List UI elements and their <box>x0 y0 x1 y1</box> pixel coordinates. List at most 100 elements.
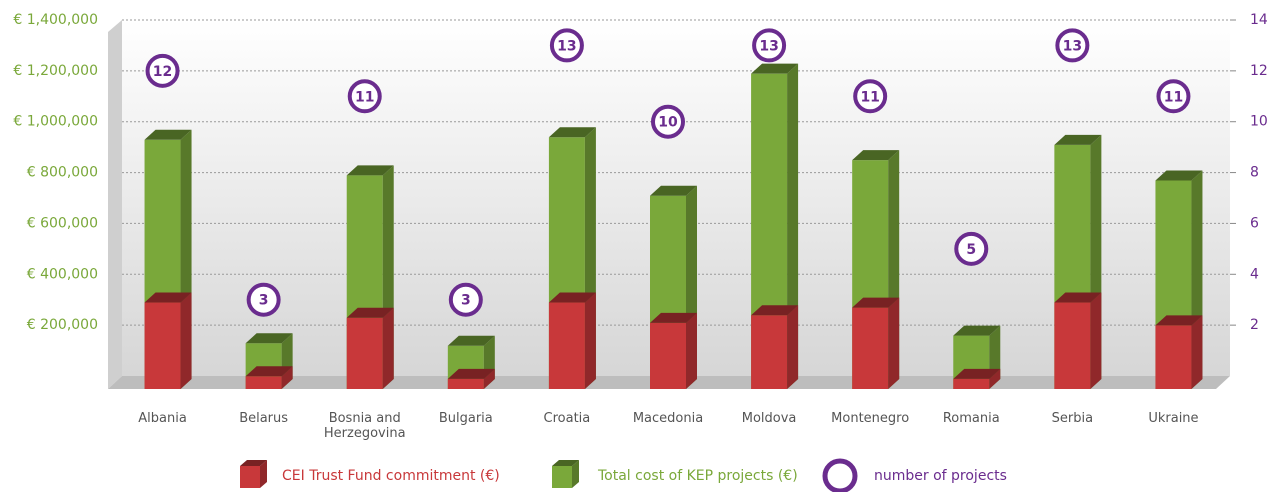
bar-top <box>1054 292 1102 303</box>
project-count-label: 3 <box>461 293 471 309</box>
bar-top <box>953 325 1001 336</box>
project-count-marker <box>1156 79 1191 114</box>
bar-front <box>346 317 383 389</box>
plot-side <box>108 20 122 389</box>
bar-top <box>751 305 799 316</box>
bar-side <box>686 312 697 389</box>
y2-tick-label: 12 <box>1250 63 1268 79</box>
bar-top <box>852 150 900 161</box>
project-count-marker <box>448 282 483 317</box>
bar-top <box>548 127 596 138</box>
project-count-label: 3 <box>259 293 269 309</box>
legend-marker-top <box>552 460 579 466</box>
bar-top <box>144 129 192 140</box>
y-tick-label: € 400,000 <box>27 266 98 282</box>
project-count-marker <box>752 28 787 63</box>
bar-top <box>245 366 293 377</box>
y2-tick-label: 8 <box>1250 165 1259 181</box>
bar-front <box>953 378 990 389</box>
bar <box>548 292 596 389</box>
x-tick-label: Montenegro <box>831 411 910 426</box>
bar-front <box>548 302 585 389</box>
project-count-marker <box>145 53 180 88</box>
bar-top <box>953 368 1001 379</box>
bar-top <box>245 333 293 344</box>
project-count-marker <box>853 79 888 114</box>
x-tick-label: Belarus <box>239 411 289 426</box>
bar-side <box>989 368 1001 389</box>
project-count-label: 10 <box>658 115 678 131</box>
bar-side <box>483 368 495 389</box>
y2-tick-label: 10 <box>1250 114 1268 130</box>
bar-top <box>751 63 799 74</box>
project-count-marker <box>246 282 281 317</box>
x-tick-label: Serbia <box>1051 411 1094 426</box>
bar-top <box>1155 170 1203 181</box>
bar <box>953 368 1001 389</box>
bar <box>852 297 900 389</box>
bar-side <box>888 297 900 389</box>
bar <box>1155 315 1203 389</box>
y2-tick-label: 14 <box>1250 12 1268 28</box>
x-tick-label: Albania <box>138 411 187 426</box>
bar <box>751 305 799 389</box>
bar-top <box>548 292 596 303</box>
legend-marker <box>240 466 260 488</box>
bar-top <box>650 312 697 323</box>
legend-label: Total cost of KEP projects (€) <box>597 468 798 484</box>
x-tick-label: Bulgaria <box>438 411 493 426</box>
bar <box>650 312 697 389</box>
bar-front <box>1155 325 1192 389</box>
bar <box>1054 292 1102 389</box>
y2-tick-label: 4 <box>1250 266 1259 282</box>
bar-side <box>584 292 596 389</box>
y-tick-label: € 1,200,000 <box>13 63 98 79</box>
bar-top <box>447 368 495 379</box>
bar-top <box>852 297 900 308</box>
bar-top <box>650 185 697 196</box>
bar-front <box>751 315 788 389</box>
y-tick-label: € 800,000 <box>27 165 98 181</box>
bar-side <box>180 292 192 389</box>
y2-tick-label: 6 <box>1250 215 1259 231</box>
bar-front <box>1054 302 1091 389</box>
bar-front <box>650 322 686 389</box>
legend-label: number of projects <box>874 468 1007 484</box>
bar-front <box>245 376 282 389</box>
project-count-label: 12 <box>153 64 172 80</box>
bar <box>245 366 293 389</box>
x-tick-label: Bosnia and Herzegovina <box>323 411 406 441</box>
project-count-label: 13 <box>1063 38 1082 54</box>
project-count-label: 11 <box>1164 89 1183 105</box>
x-tick-label: Moldova <box>741 411 797 426</box>
bar-side <box>1090 292 1102 389</box>
project-count-marker <box>347 79 382 114</box>
x-tick-label: Macedonia <box>632 411 704 426</box>
project-count-marker <box>549 28 584 63</box>
x-tick-label: Croatia <box>543 411 591 426</box>
y-tick-label: € 200,000 <box>27 317 98 333</box>
x-tick-label: Romania <box>942 411 1000 426</box>
project-count-marker <box>954 231 989 266</box>
legend-label: CEI Trust Fund commitment (€) <box>282 468 500 484</box>
y2-tick-label: 2 <box>1250 317 1259 333</box>
bar-top <box>1155 315 1203 326</box>
bar-side <box>787 305 799 389</box>
project-count-label: 13 <box>759 38 778 54</box>
y-tick-label: € 1,400,000 <box>13 12 98 28</box>
project-count-label: 11 <box>860 89 879 105</box>
project-count-label: 13 <box>557 38 576 54</box>
project-count-marker <box>651 104 685 139</box>
x-tick-label: Ukraine <box>1148 411 1199 426</box>
legend-marker <box>552 466 572 488</box>
y-tick-label: € 1,000,000 <box>13 114 98 130</box>
bar <box>447 368 495 389</box>
legend-marker-top <box>240 460 267 466</box>
project-count-label: 5 <box>966 242 976 258</box>
bar-top <box>144 292 192 303</box>
bar-front <box>144 302 181 389</box>
bar-top <box>447 335 495 346</box>
bar-front <box>852 307 889 389</box>
bar-side <box>382 307 394 389</box>
